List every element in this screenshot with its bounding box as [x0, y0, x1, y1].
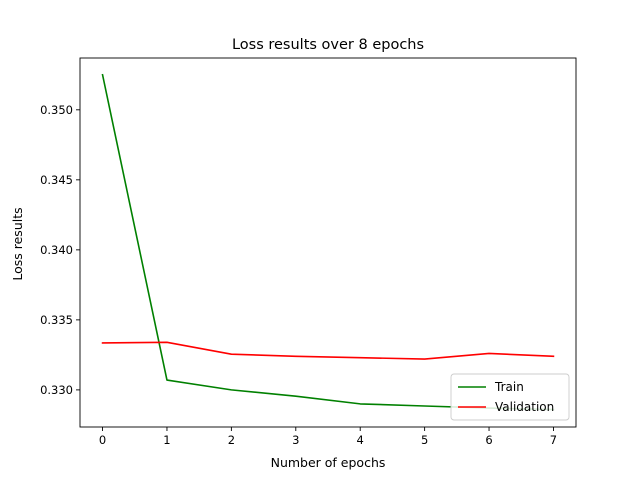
legend-label-validation: Validation [495, 400, 554, 414]
y-tick-label: 0.330 [40, 383, 73, 397]
plot-frame [79, 57, 577, 428]
legend-label-train: Train [494, 380, 524, 394]
y-tick-label: 0.340 [40, 243, 73, 257]
x-tick-label: 6 [485, 433, 492, 447]
x-tick-label: 2 [228, 433, 235, 447]
y-axis-label: Loss results [10, 207, 25, 280]
x-axis-label: Number of epochs [271, 455, 386, 470]
legend-box [450, 373, 570, 421]
x-tick-label: 4 [357, 433, 364, 447]
series-line-validation [101, 341, 555, 360]
x-tick-label: 7 [550, 433, 557, 447]
y-tick-label: 0.335 [40, 313, 73, 327]
x-tick-label: 1 [163, 433, 170, 447]
series-line-train [101, 73, 555, 411]
chart-title: Loss results over 8 epochs [232, 37, 424, 53]
y-tick-label: 0.350 [40, 103, 73, 117]
x-tick-label: 5 [421, 433, 428, 447]
x-tick-label: 3 [292, 433, 299, 447]
y-tick-label: 0.345 [40, 173, 73, 187]
x-tick-label: 0 [99, 433, 106, 447]
